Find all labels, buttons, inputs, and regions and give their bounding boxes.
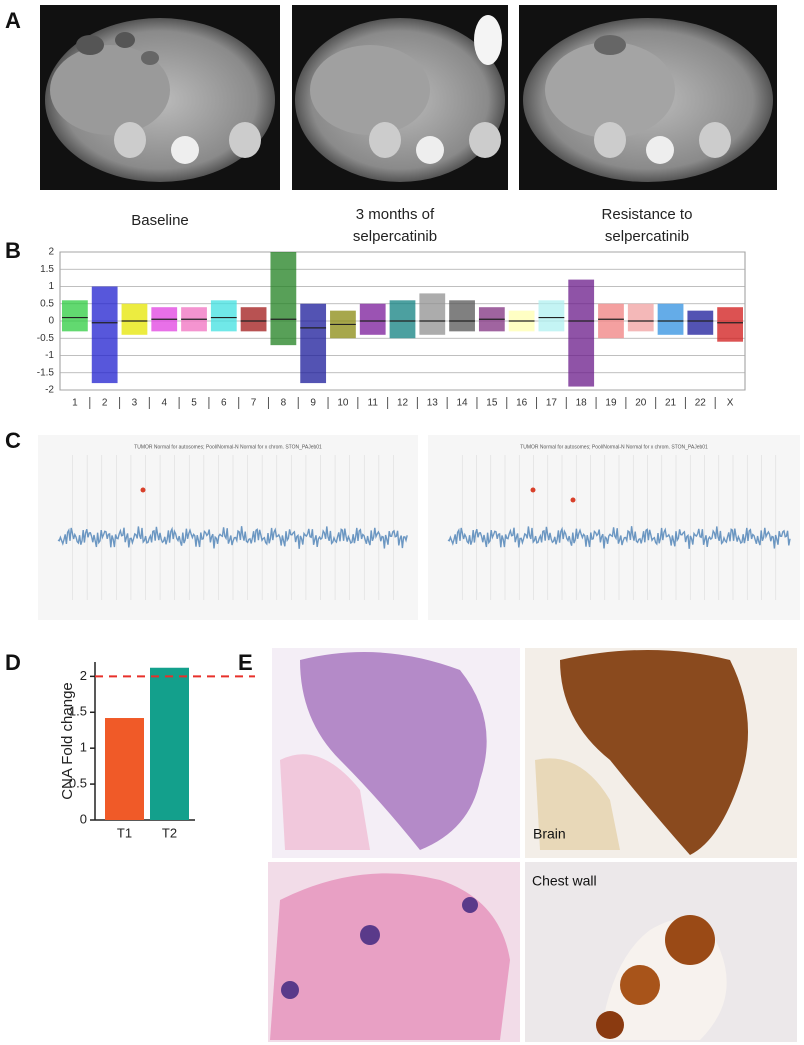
caption: Baseline — [131, 212, 189, 229]
range-band — [538, 300, 565, 332]
cnv-trace — [57, 526, 408, 549]
x-tick-label: 15 — [486, 398, 498, 409]
range-band — [240, 307, 267, 332]
cnv-trace — [447, 526, 791, 549]
y-tick-label: 1 — [48, 281, 54, 292]
y-tick-label: 1 — [80, 740, 87, 755]
y-tick-label: 1.5 — [40, 264, 54, 275]
panel-label: D — [5, 650, 21, 675]
cnv-outlier — [530, 487, 536, 493]
caption: Resistance to selpercatinib — [601, 206, 693, 245]
cnv-outlier — [140, 487, 146, 493]
x-tick-label: T2 — [162, 825, 177, 840]
x-tick-label: 1 — [72, 398, 78, 409]
y-tick-label: -2 — [45, 385, 54, 396]
x-tick-label: 9 — [310, 398, 316, 409]
x-tick-label: T1 — [117, 825, 132, 840]
x-tick-label: 4 — [161, 398, 167, 409]
range-band — [121, 303, 148, 335]
x-tick-label: 21 — [665, 398, 677, 409]
x-tick-label: 13 — [427, 398, 439, 409]
range-band — [389, 300, 416, 339]
bar — [150, 667, 189, 820]
x-tick-label: 22 — [695, 398, 707, 409]
y-tick-label: -1 — [45, 350, 54, 361]
cnv-panel — [38, 435, 418, 620]
x-tick-label: 11 — [368, 398, 379, 409]
x-tick-label: 12 — [397, 398, 409, 409]
ct-images — [40, 5, 777, 190]
y-tick-label: -0.5 — [37, 333, 55, 344]
range-band — [449, 300, 475, 332]
x-tick-label: 20 — [635, 398, 647, 409]
panel-label: A — [5, 8, 21, 33]
x-tick-label: 18 — [576, 398, 588, 409]
range-band — [657, 303, 684, 335]
x-tick-label: 19 — [605, 398, 617, 409]
x-tick-label: X — [727, 398, 734, 409]
range-band — [359, 303, 386, 335]
x-tick-label: 2 — [102, 398, 108, 409]
x-tick-label: 14 — [457, 398, 469, 409]
x-tick-label: 16 — [516, 398, 528, 409]
range-band — [419, 293, 446, 335]
panel-label: E — [238, 650, 253, 675]
y-tick-label: 0 — [48, 316, 54, 327]
x-tick-label: 7 — [251, 398, 257, 409]
cnv-title: TUMOR Normal for autosomes; Pool/Normal-… — [520, 444, 708, 450]
caption: 3 months of selpercatinib — [352, 206, 438, 245]
y-axis-label: CNA Fold change — [59, 682, 76, 800]
histology-images — [268, 648, 797, 1042]
x-tick-label: 6 — [221, 398, 227, 409]
range-band — [717, 307, 743, 342]
range-band — [568, 279, 595, 387]
tissue-label: Chest wall — [532, 873, 597, 889]
range-band — [300, 303, 327, 384]
y-tick-label: 2 — [48, 247, 54, 258]
x-tick-label: 3 — [132, 398, 138, 409]
x-tick-label: 10 — [337, 398, 349, 409]
y-tick-label: 0.5 — [40, 298, 54, 309]
cnv-title: TUMOR Normal for autosomes; Pool/Normal-… — [134, 444, 322, 450]
bar — [105, 718, 144, 820]
range-band — [210, 300, 237, 332]
range-band — [62, 300, 88, 332]
y-tick-label: 2 — [80, 668, 87, 683]
x-tick-label: 8 — [281, 398, 287, 409]
x-tick-label: 17 — [546, 398, 558, 409]
x-tick-label: 5 — [191, 398, 197, 409]
range-band — [598, 303, 624, 339]
range-band — [687, 310, 714, 335]
range-band — [270, 252, 297, 346]
cnv-outlier — [570, 497, 576, 503]
y-tick-label: -1.5 — [37, 367, 55, 378]
range-band — [91, 286, 118, 384]
y-tick-label: 1.5 — [69, 704, 87, 719]
tissue-label: Brain — [533, 826, 566, 842]
panel-label: B — [5, 238, 21, 263]
y-tick-label: 0.5 — [69, 776, 87, 791]
range-band — [627, 303, 654, 332]
panel-label: C — [5, 428, 21, 453]
y-tick-label: 0 — [80, 811, 87, 826]
